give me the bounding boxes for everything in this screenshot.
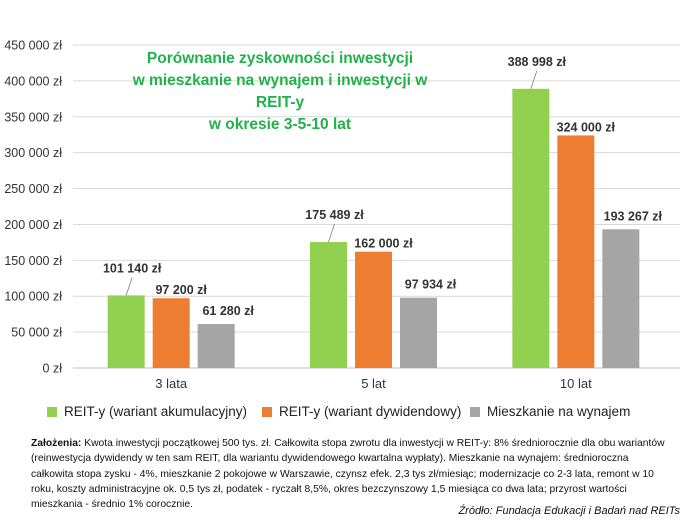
data-label-leader [530,70,538,89]
bar-reit-dividend [355,251,392,368]
y-tick-label: 100 000 zł [4,290,62,304]
y-tick-label: 0 zł [43,362,63,376]
bar-reit-dividend [152,298,190,368]
bar-reit-accumulating [310,242,347,368]
legend-label: Mieszkanie na wynajem [487,404,631,419]
chart-title-line-3: w okresie 3-5-10 lat [208,116,352,133]
x-tick-label: 5 lat [361,376,386,391]
data-label: 388 998 zł [508,55,567,69]
bar-apartment-rental [602,229,640,368]
x-tick-label: 10 lat [560,376,592,391]
y-tick-label: 400 000 zł [4,74,62,88]
legend-item-reit-dividend: REIT-y (wariant dywidendowy) [262,404,461,419]
assumptions-text: Kwota inwestycji początkowej 500 tys. zł… [31,438,665,511]
assumptions-label: Założenia: [31,438,82,449]
legend-item-apartment-rental: Mieszkanie na wynajem [470,404,630,419]
legend: REIT-y (wariant akumulacyjny) REIT-y (wa… [0,404,692,424]
data-label: 175 489 zł [305,208,364,222]
data-label: 61 280 zł [202,304,254,318]
y-tick-label: 250 000 zł [4,182,62,196]
y-tick-label: 50 000 zł [11,326,62,340]
y-tick-label: 350 000 zł [4,110,62,124]
data-label: 97 200 zł [155,283,207,297]
data-label: 193 267 zł [604,209,663,223]
data-label-leader [125,277,133,296]
bars [107,88,640,368]
bar-reit-dividend [557,135,595,368]
x-axis-ticks: 3 lata 5 lat 10 lat [155,376,592,391]
bar-reit-accumulating [512,88,550,368]
bar-reit-accumulating [107,295,145,368]
source-note: Źródło: Fundacja Edukacji i Badań nad RE… [458,505,680,517]
data-label: 324 000 zł [557,120,616,134]
legend-item-reit-accumulating: REIT-y (wariant akumulacyjny) [47,404,247,419]
legend-swatch-green [47,406,57,417]
assumptions-note: Założenia: Kwota inwestycji początkowej … [31,436,671,512]
y-tick-label: 450 000 zł [4,39,62,53]
legend-label: REIT-y (wariant dywidendowy) [279,404,462,419]
chart-title-line-2: w mieszkanie na wynajem i inwestycji w R… [132,72,428,111]
data-label: 97 934 zł [405,278,457,292]
x-tick-label: 3 lata [155,376,188,391]
legend-swatch-gray [470,406,480,417]
y-tick-label: 150 000 zł [4,254,62,268]
bar-apartment-rental [400,297,437,368]
y-axis-ticks: 0 zł 50 000 zł 100 000 zł 150 000 zł 200 000… [4,39,62,376]
bar-apartment-rental [197,324,235,368]
legend-swatch-orange [262,406,272,417]
data-label: 162 000 zł [354,237,413,251]
chart-title: Porównanie zyskowności inwestycji w mies… [120,48,440,136]
y-tick-label: 200 000 zł [4,218,62,232]
chart-title-line-1: Porównanie zyskowności inwestycji [146,50,414,67]
data-label-leader [328,223,335,243]
data-labels: 101 140 zł 97 200 zł 61 280 zł 175 489 zł 16… [103,55,663,318]
legend-label: REIT-y (wariant akumulacyjny) [64,404,248,419]
bar-chart: 0 zł 50 000 zł 100 000 zł 150 000 zł 200 000… [4,39,680,391]
y-tick-label: 300 000 zł [4,146,62,160]
data-label: 101 140 zł [103,261,162,275]
